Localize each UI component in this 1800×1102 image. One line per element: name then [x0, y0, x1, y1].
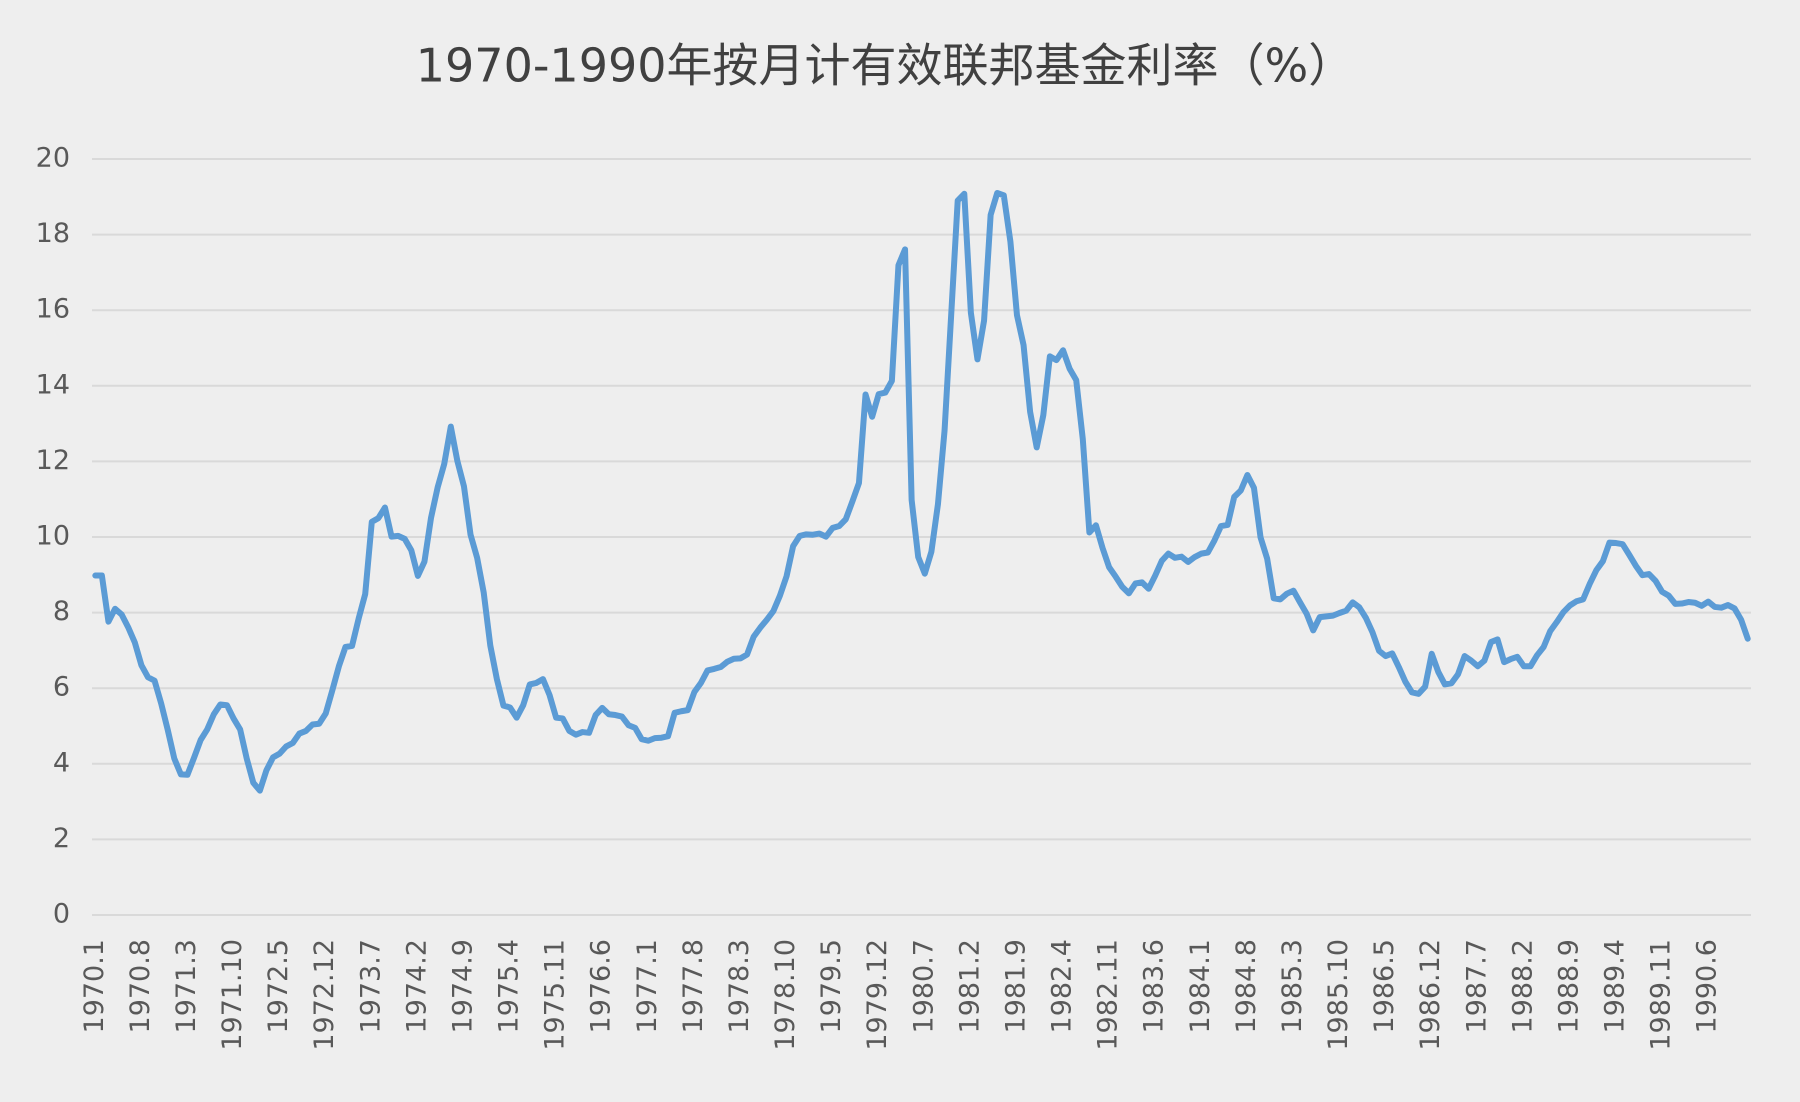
x-tick-label: 1979.12 [862, 939, 893, 1051]
x-tick-label: 1975.4 [494, 939, 525, 1033]
y-tick-label: 12 [36, 445, 70, 476]
x-tick-label: 1984.1 [1185, 939, 1216, 1033]
y-tick-label: 8 [53, 596, 70, 627]
x-tick-label: 1980.7 [908, 939, 939, 1033]
x-tick-label: 1986.12 [1415, 939, 1446, 1051]
x-tick-label: 1978.3 [724, 939, 755, 1033]
data-line [92, 190, 1751, 794]
y-tick-label: 18 [36, 218, 70, 249]
x-tick-label: 1986.5 [1369, 939, 1400, 1033]
y-tick-label: 2 [53, 823, 70, 854]
x-tick-label: 1988.2 [1507, 939, 1538, 1033]
y-tick-label: 14 [36, 369, 70, 400]
x-tick-label: 1970.1 [79, 939, 110, 1033]
x-tick-label: 1989.11 [1646, 939, 1677, 1051]
x-tick-label: 1974.9 [447, 939, 478, 1033]
x-tick-label: 1982.4 [1047, 939, 1078, 1033]
x-tick-label: 1974.2 [401, 939, 432, 1033]
x-tick-label: 1971.10 [217, 939, 248, 1051]
x-tick-label: 1984.8 [1231, 939, 1262, 1033]
x-tick-label: 1973.7 [355, 939, 386, 1033]
y-tick-label: 20 [36, 143, 70, 174]
x-tick-label: 1989.4 [1600, 939, 1631, 1033]
x-tick-label: 1975.11 [540, 939, 571, 1051]
x-tick-label: 1972.12 [309, 939, 340, 1051]
x-tick-label: 1985.3 [1277, 939, 1308, 1033]
y-tick-label: 4 [53, 747, 70, 778]
x-tick-label: 1985.10 [1323, 939, 1354, 1051]
x-tick-label: 1977.8 [678, 939, 709, 1033]
x-tick-label: 1983.6 [1139, 939, 1170, 1033]
x-tick-label: 1978.10 [770, 939, 801, 1051]
x-tick-label: 1982.11 [1093, 939, 1124, 1051]
y-tick-label: 10 [36, 521, 70, 552]
x-tick-label: 1971.3 [171, 939, 202, 1033]
x-tick-label: 1970.8 [125, 939, 156, 1033]
x-tick-label: 1979.5 [816, 939, 847, 1033]
y-tick-label: 0 [53, 899, 70, 930]
x-tick-label: 1977.1 [632, 939, 663, 1033]
x-tick-label: 1987.7 [1461, 939, 1492, 1033]
x-tick-label: 1972.5 [263, 939, 294, 1033]
x-tick-label: 1981.2 [954, 939, 985, 1033]
y-tick-label: 6 [53, 672, 70, 703]
y-tick-label: 16 [36, 294, 70, 325]
x-tick-label: 1976.6 [586, 939, 617, 1033]
x-tick-label: 1988.9 [1553, 939, 1584, 1033]
chart-title: 1970-1990年按月计有效联邦基金利率（%） [416, 39, 1354, 93]
x-tick-label: 1990.6 [1692, 939, 1723, 1033]
x-tick-label: 1981.9 [1000, 939, 1031, 1033]
